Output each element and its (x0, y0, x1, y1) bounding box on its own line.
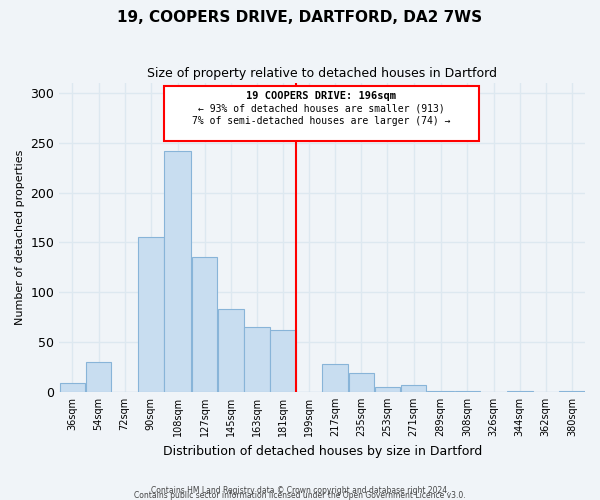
Title: Size of property relative to detached houses in Dartford: Size of property relative to detached ho… (147, 68, 497, 80)
Y-axis label: Number of detached properties: Number of detached properties (15, 150, 25, 325)
Text: 19 COOPERS DRIVE: 196sqm: 19 COOPERS DRIVE: 196sqm (247, 91, 397, 101)
Bar (218, 309, 244, 392)
Bar (559, 391, 585, 392)
Bar (455, 391, 480, 392)
Bar (349, 373, 374, 392)
Bar (427, 391, 454, 392)
Bar (59, 383, 85, 392)
Bar (507, 391, 533, 392)
Bar (138, 238, 164, 392)
X-axis label: Distribution of detached houses by size in Dartford: Distribution of detached houses by size … (163, 444, 482, 458)
Bar (164, 86, 479, 141)
Bar (401, 385, 427, 392)
Bar (270, 330, 296, 392)
Bar (86, 362, 112, 392)
Bar (322, 364, 348, 392)
Bar (191, 258, 217, 392)
Text: 19, COOPERS DRIVE, DARTFORD, DA2 7WS: 19, COOPERS DRIVE, DARTFORD, DA2 7WS (118, 10, 482, 25)
Bar (244, 327, 269, 392)
Bar (164, 151, 191, 392)
Text: Contains public sector information licensed under the Open Government Licence v3: Contains public sector information licen… (134, 491, 466, 500)
Bar (374, 387, 400, 392)
Text: Contains HM Land Registry data © Crown copyright and database right 2024.: Contains HM Land Registry data © Crown c… (151, 486, 449, 495)
Text: ← 93% of detached houses are smaller (913): ← 93% of detached houses are smaller (91… (198, 104, 445, 114)
Text: 7% of semi-detached houses are larger (74) →: 7% of semi-detached houses are larger (7… (192, 116, 451, 126)
